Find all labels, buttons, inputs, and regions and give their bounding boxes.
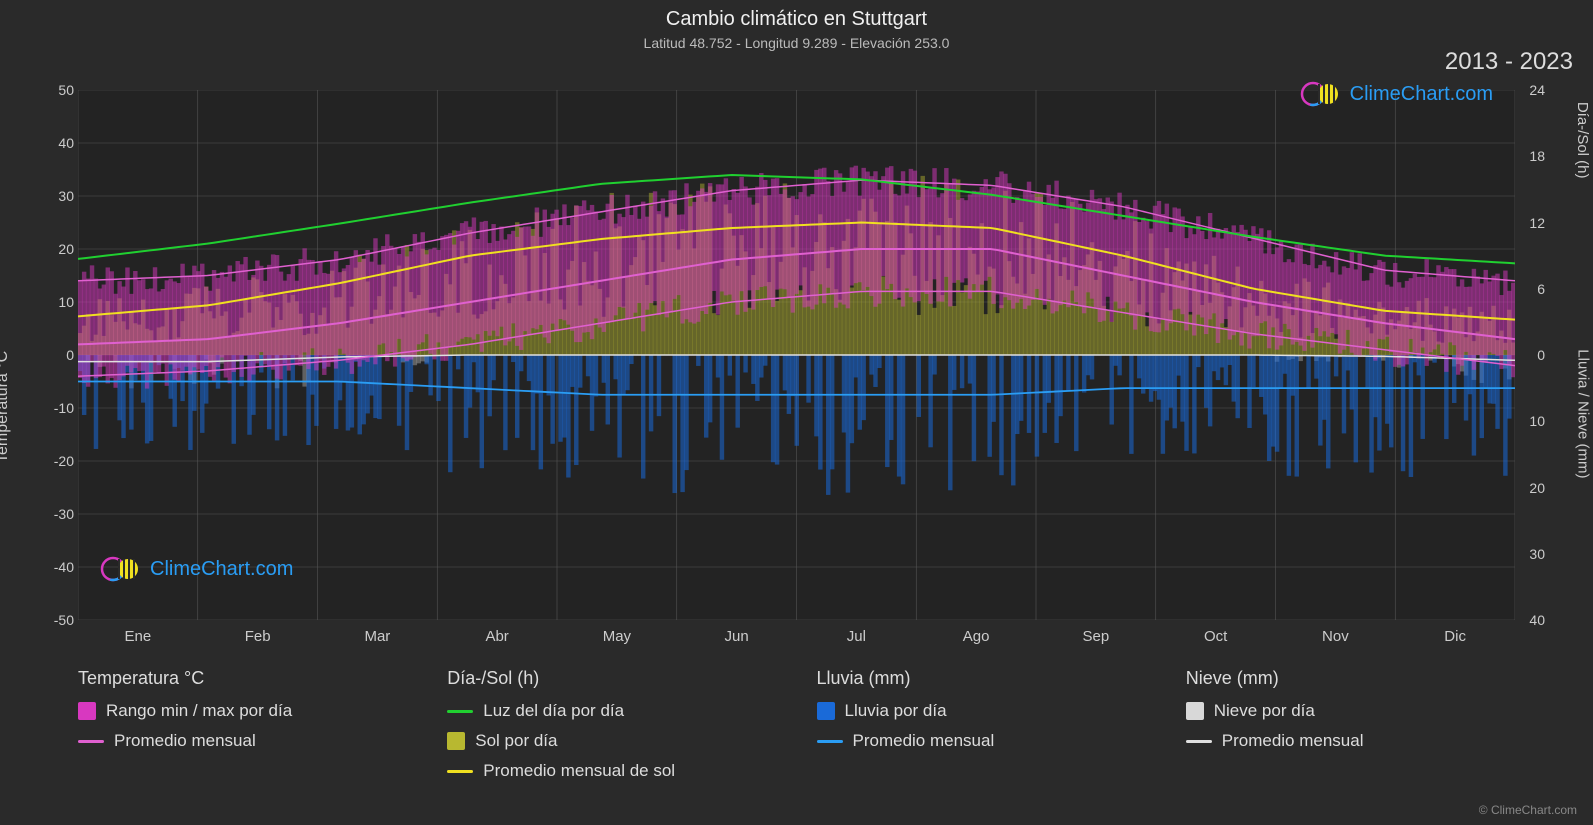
legend-item: Lluvia por día <box>817 701 1146 721</box>
logo-text: ClimeChart.com <box>150 558 293 581</box>
legend-group: Lluvia (mm) Lluvia por día Promedio mensua… <box>817 668 1146 791</box>
logo-icon <box>100 555 144 583</box>
logo-text: ClimeChart.com <box>1350 83 1493 106</box>
ytick-left: -40 <box>46 559 74 575</box>
legend-line-icon <box>817 740 843 743</box>
xtick-month: Ago <box>963 628 990 645</box>
legend-line-icon <box>447 770 473 773</box>
y-axis-right-top-label: Día-/Sol (h) <box>1575 102 1592 179</box>
ytick-right-top: 12 <box>1529 215 1545 231</box>
legend-item-label: Promedio mensual <box>114 731 256 751</box>
plot-area <box>78 90 1515 620</box>
xtick-month: Jul <box>847 628 866 645</box>
y-axis-right-bot-label: Lluvia / Nieve (mm) <box>1575 349 1592 478</box>
ytick-right-bot: 20 <box>1529 480 1545 496</box>
legend-group: Nieve (mm) Nieve por día Promedio mensual <box>1186 668 1515 791</box>
legend-item-label: Sol por día <box>475 731 557 751</box>
legend-group: Temperatura °C Rango min / max por día Pro… <box>78 668 407 791</box>
ytick-right-bot: 30 <box>1529 546 1545 562</box>
xtick-month: Abr <box>485 628 508 645</box>
xtick-month: Oct <box>1204 628 1227 645</box>
xtick-month: Nov <box>1322 628 1349 645</box>
legend-header: Lluvia (mm) <box>817 668 1146 689</box>
ytick-right-top: 24 <box>1529 82 1545 98</box>
xtick-month: Jun <box>725 628 749 645</box>
xtick-month: Mar <box>364 628 390 645</box>
legend-item: Promedio mensual <box>78 731 407 751</box>
ytick-left: -30 <box>46 506 74 522</box>
legend-item: Rango min / max por día <box>78 701 407 721</box>
logo-bottom: ClimeChart.com <box>100 555 293 583</box>
ytick-right-top: 6 <box>1537 281 1545 297</box>
plot-svg <box>78 90 1515 620</box>
legend-item-label: Promedio mensual de sol <box>483 761 675 781</box>
xtick-month: May <box>603 628 631 645</box>
legend-line-icon <box>1186 740 1212 743</box>
ytick-left: 30 <box>46 188 74 204</box>
legend-item: Luz del día por día <box>447 701 776 721</box>
legend-item-label: Rango min / max por día <box>106 701 292 721</box>
legend-swatch-icon <box>1186 702 1204 720</box>
legend-item: Promedio mensual <box>817 731 1146 751</box>
y-axis-left-label: Temperatura °C <box>0 351 12 463</box>
logo-icon <box>1300 80 1344 108</box>
ytick-left: 50 <box>46 82 74 98</box>
legend-line-icon <box>447 710 473 713</box>
legend-swatch-icon <box>447 732 465 750</box>
legend-item: Promedio mensual de sol <box>447 761 776 781</box>
ytick-left: 20 <box>46 241 74 257</box>
ytick-right-top: 0 <box>1537 347 1545 363</box>
legend-item-label: Luz del día por día <box>483 701 624 721</box>
legend-item: Promedio mensual <box>1186 731 1515 751</box>
legend-header: Nieve (mm) <box>1186 668 1515 689</box>
ytick-right-bot: 40 <box>1529 612 1545 628</box>
legend-header: Temperatura °C <box>78 668 407 689</box>
legend-item-label: Lluvia por día <box>845 701 947 721</box>
ytick-left: 10 <box>46 294 74 310</box>
legend-swatch-icon <box>817 702 835 720</box>
ytick-left: -20 <box>46 453 74 469</box>
logo-top: ClimeChart.com <box>1300 80 1493 108</box>
climate-chart: Cambio climático en Stuttgart Latitud 48… <box>0 0 1593 825</box>
chart-subtitle: Latitud 48.752 - Longitud 9.289 - Elevac… <box>0 31 1593 51</box>
legend: Temperatura °C Rango min / max por día Pro… <box>78 668 1515 791</box>
xtick-month: Ene <box>125 628 152 645</box>
ytick-left: 0 <box>46 347 74 363</box>
xtick-month: Feb <box>245 628 271 645</box>
legend-group: Día-/Sol (h) Luz del día por día Sol por d… <box>447 668 776 791</box>
ytick-left: 40 <box>46 135 74 151</box>
legend-header: Día-/Sol (h) <box>447 668 776 689</box>
ytick-left: -50 <box>46 612 74 628</box>
legend-item: Nieve por día <box>1186 701 1515 721</box>
legend-item-label: Promedio mensual <box>1222 731 1364 751</box>
legend-line-icon <box>78 740 104 743</box>
ytick-left: -10 <box>46 400 74 416</box>
ytick-right-top: 18 <box>1529 148 1545 164</box>
legend-item-label: Promedio mensual <box>853 731 995 751</box>
xtick-month: Sep <box>1083 628 1110 645</box>
ytick-right-bot: 10 <box>1529 413 1545 429</box>
legend-item: Sol por día <box>447 731 776 751</box>
year-range-label: 2013 - 2023 <box>1445 48 1573 76</box>
legend-swatch-icon <box>78 702 96 720</box>
legend-item-label: Nieve por día <box>1214 701 1315 721</box>
xtick-month: Dic <box>1444 628 1466 645</box>
chart-title: Cambio climático en Stuttgart <box>0 0 1593 31</box>
copyright-label: © ClimeChart.com <box>1479 803 1577 817</box>
